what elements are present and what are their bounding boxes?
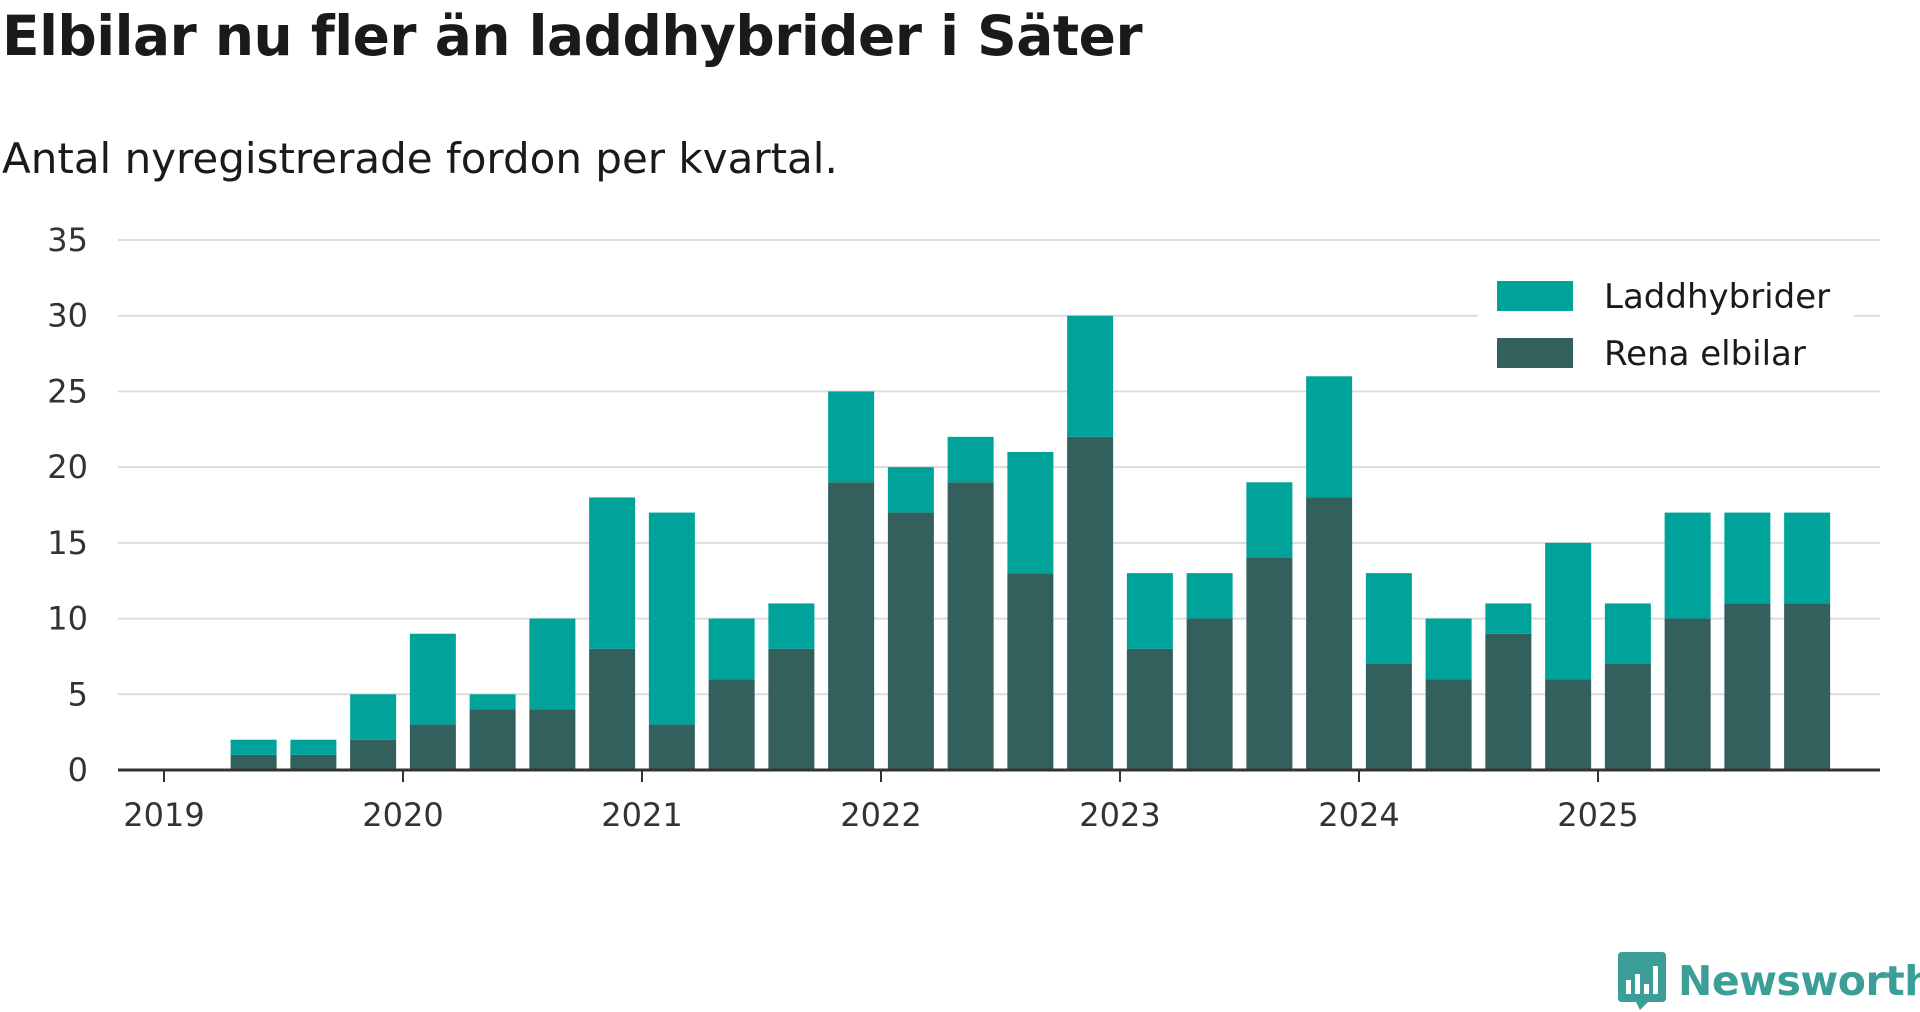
bar-rena-elbilar-9 bbox=[768, 648, 815, 770]
bar-laddhybrider-17 bbox=[1246, 482, 1293, 558]
bar-laddhybrider-20 bbox=[1425, 618, 1472, 680]
x-tick-label-2025: 2025 bbox=[1557, 796, 1638, 834]
bars bbox=[230, 315, 1831, 770]
bar-rena-elbilar-17 bbox=[1246, 558, 1293, 770]
bar-laddhybrider-3 bbox=[409, 633, 456, 725]
bar-rena-elbilar-0 bbox=[230, 754, 277, 770]
bar-laddhybrider-2 bbox=[350, 694, 397, 740]
y-tick-label-20: 20 bbox=[47, 448, 88, 486]
bar-rena-elbilar-25 bbox=[1724, 603, 1771, 770]
bar-rena-elbilar-7 bbox=[648, 724, 695, 770]
brand-name: Newsworthy bbox=[1678, 957, 1920, 1005]
y-tick-label-0: 0 bbox=[68, 751, 88, 789]
bar-laddhybrider-4 bbox=[469, 694, 516, 710]
newsworthy-logo-icon bbox=[1618, 952, 1666, 1010]
bar-laddhybrider-19 bbox=[1365, 573, 1412, 664]
x-tick-label-2019: 2019 bbox=[123, 796, 204, 834]
x-tick-label-2021: 2021 bbox=[601, 796, 682, 834]
x-axis: 2019 2020 2021 2022 2023 2024 2025 bbox=[118, 768, 1880, 834]
bar-laddhybrider-12 bbox=[947, 436, 994, 483]
chart-title: Elbilar nu fler än laddhybrider i Säter bbox=[2, 4, 1143, 68]
bar-rena-elbilar-21 bbox=[1485, 633, 1532, 770]
bar-laddhybrider-1 bbox=[290, 739, 337, 755]
legend-swatch-0 bbox=[1497, 281, 1573, 311]
brand-logo: Newsworthy bbox=[1616, 950, 1920, 1012]
x-tick-label-2020: 2020 bbox=[362, 796, 443, 834]
bar-laddhybrider-16 bbox=[1186, 573, 1233, 619]
bar-rena-elbilar-20 bbox=[1425, 679, 1472, 770]
bar-rena-elbilar-5 bbox=[529, 709, 576, 770]
y-tick-label-10: 10 bbox=[47, 600, 88, 638]
x-tick-label-2024: 2024 bbox=[1318, 796, 1399, 834]
bar-laddhybrider-5 bbox=[529, 618, 576, 710]
bar-rena-elbilar-2 bbox=[350, 739, 397, 770]
bar-rena-elbilar-18 bbox=[1306, 497, 1353, 770]
x-tick-label-2023: 2023 bbox=[1079, 796, 1160, 834]
bar-laddhybrider-14 bbox=[1067, 315, 1114, 437]
bar-rena-elbilar-8 bbox=[708, 679, 755, 770]
bar-laddhybrider-6 bbox=[589, 497, 636, 649]
bar-laddhybrider-7 bbox=[648, 512, 695, 725]
bar-rena-elbilar-16 bbox=[1186, 618, 1233, 770]
bar-rena-elbilar-19 bbox=[1365, 664, 1412, 770]
y-tick-label-15: 15 bbox=[47, 524, 88, 562]
bar-rena-elbilar-26 bbox=[1784, 603, 1831, 770]
bar-rena-elbilar-24 bbox=[1664, 618, 1711, 770]
legend-label-0: Laddhybrider bbox=[1604, 277, 1830, 317]
y-tick-label-5: 5 bbox=[68, 675, 88, 713]
bar-laddhybrider-9 bbox=[768, 603, 815, 649]
bar-laddhybrider-25 bbox=[1724, 512, 1771, 604]
chart-subtitle: Antal nyregistrerade fordon per kvartal. bbox=[2, 134, 838, 183]
bar-laddhybrider-15 bbox=[1126, 573, 1173, 649]
bar-rena-elbilar-14 bbox=[1067, 436, 1114, 770]
bar-laddhybrider-21 bbox=[1485, 603, 1532, 634]
bar-rena-elbilar-23 bbox=[1604, 664, 1651, 770]
legend-label-1: Rena elbilar bbox=[1604, 334, 1806, 374]
bar-laddhybrider-11 bbox=[887, 467, 934, 513]
legend-swatch-1 bbox=[1497, 338, 1573, 368]
bar-laddhybrider-10 bbox=[828, 391, 875, 483]
bar-rena-elbilar-11 bbox=[887, 512, 934, 770]
bar-rena-elbilar-13 bbox=[1007, 573, 1054, 770]
bar-laddhybrider-23 bbox=[1604, 603, 1651, 664]
bar-rena-elbilar-10 bbox=[828, 482, 875, 770]
bar-rena-elbilar-6 bbox=[589, 648, 636, 770]
bar-rena-elbilar-15 bbox=[1126, 648, 1173, 770]
bar-laddhybrider-22 bbox=[1545, 542, 1592, 680]
y-tick-label-35: 35 bbox=[47, 221, 88, 259]
bar-rena-elbilar-4 bbox=[469, 709, 516, 770]
bar-laddhybrider-24 bbox=[1664, 512, 1711, 619]
bar-laddhybrider-13 bbox=[1007, 452, 1054, 574]
y-tick-label-30: 30 bbox=[47, 297, 88, 335]
bar-laddhybrider-0 bbox=[230, 739, 277, 755]
bar-laddhybrider-26 bbox=[1784, 512, 1831, 604]
bar-rena-elbilar-12 bbox=[947, 482, 994, 770]
bar-laddhybrider-8 bbox=[708, 618, 755, 680]
bar-rena-elbilar-3 bbox=[409, 724, 456, 770]
y-tick-label-25: 25 bbox=[47, 372, 88, 410]
y-axis-ticks: 0 5 10 15 20 25 30 35 bbox=[47, 221, 88, 789]
legend: Laddhybrider Rena elbilar bbox=[1478, 268, 1854, 390]
bar-rena-elbilar-1 bbox=[290, 754, 337, 770]
x-tick-label-2022: 2022 bbox=[840, 796, 921, 834]
bar-laddhybrider-18 bbox=[1306, 376, 1353, 498]
bar-rena-elbilar-22 bbox=[1545, 679, 1592, 770]
